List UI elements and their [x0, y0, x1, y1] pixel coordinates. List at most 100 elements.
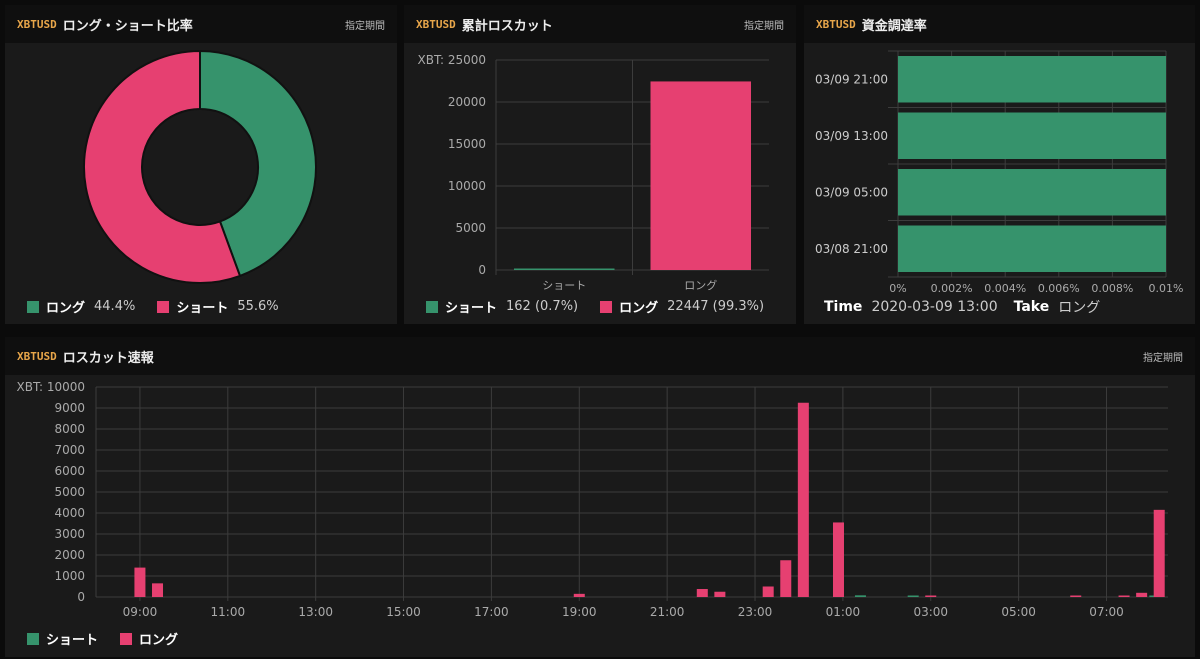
y-tick-label: 4000 [54, 506, 85, 520]
y-tick-label: 6000 [54, 464, 85, 478]
legend-value-short: 162 (0.7%) [506, 299, 579, 314]
y-tick-label: 20000 [448, 95, 486, 109]
short-liquidation-bar [907, 595, 919, 597]
legend-value-long: 22447 (99.3%) [667, 299, 765, 314]
take-value: ロング [1058, 300, 1101, 316]
liquidation-timeline-chart: 0 1000 2000 3000 4000 5000 6000 7000 8000 9000 XBT… [17, 380, 1168, 619]
funding-bar [898, 56, 1166, 103]
y-tick-label: 2000 [54, 548, 85, 562]
long-liquidation-bar [832, 522, 844, 597]
x-tick-label: 15:00 [386, 605, 421, 619]
ratio-legend: ロング 44.4% ショート 55.6% [27, 297, 301, 316]
long-liquidation-bar [134, 567, 146, 597]
news-legend: ショート ロング [27, 629, 187, 648]
y-tick-label: 1000 [54, 569, 85, 583]
funding-info: Time 2020-03-09 13:00 Take ロング [824, 297, 1116, 317]
period-button[interactable]: 指定期間 [1143, 352, 1183, 364]
y-tick-label: 10000 [448, 179, 486, 193]
panel-header: XBTUSD ロスカット速報 指定期間 [5, 337, 1195, 375]
x-tick-label: 13:00 [298, 605, 333, 619]
legend-label-short[interactable]: ショート [445, 301, 498, 316]
symbol-label: XBTUSD [17, 17, 57, 31]
symbol-label: XBTUSD [416, 17, 456, 31]
long-liquidation-bar [1136, 592, 1148, 597]
legend-swatch-long [27, 300, 39, 313]
long-liquidation-bar [714, 591, 726, 597]
x-tick-label: 21:00 [650, 605, 685, 619]
time-value: 2020-03-09 13:00 [871, 299, 998, 315]
panel-title: ロスカット速報 [62, 350, 154, 366]
x-tick-label: 19:00 [562, 605, 597, 619]
long-liquidation-bar [1070, 595, 1082, 597]
take-label: Take [1013, 299, 1050, 315]
y-tick-label: 03/09 13:00 [815, 129, 888, 143]
y-tick-label: 3000 [54, 527, 85, 541]
period-button[interactable]: 指定期間 [744, 20, 784, 32]
long-liquidation-bar [696, 589, 708, 597]
legend-label-short[interactable]: ショート [46, 633, 99, 648]
ratio-panel: XBTUSD ロング・ショート比率 指定期間 ロング 44.4% ショート 55… [5, 5, 397, 324]
panel-title: 資金調達率 [861, 18, 927, 34]
symbol-label: XBTUSD [816, 17, 856, 31]
y-tick-label: 9000 [54, 401, 85, 415]
x-tick-label: 03:00 [913, 605, 948, 619]
funding-bar [898, 225, 1166, 272]
x-tick-label: 0.008% [1091, 282, 1133, 293]
funding-bar [898, 112, 1166, 159]
y-tick-label: XBT: 10000 [17, 380, 86, 394]
ratio-donut-chart [83, 49, 317, 284]
cumulative-legend: ショート 162 (0.7%) ロング 22447 (99.3%) [426, 297, 786, 316]
cumulative-bar-chart: 0 5000 10000 15000 20000 XBT: 25000 ショート ロング [418, 53, 769, 292]
x-tick-label: 05:00 [1001, 605, 1036, 619]
legend-label-long[interactable]: ロング [46, 301, 86, 316]
x-tick-label: ショート [542, 279, 586, 292]
long-liquidation-bar [1153, 509, 1165, 597]
y-tick-label: 0 [478, 263, 486, 277]
long-liquidation-bar [152, 583, 164, 597]
x-tick-label: ロング [684, 278, 717, 292]
y-tick-label: 7000 [54, 443, 85, 457]
bar-short [514, 268, 615, 270]
legend-swatch-long [120, 632, 133, 645]
y-tick-label: 5000 [455, 221, 486, 235]
x-tick-label: 0.004% [984, 282, 1026, 293]
x-tick-label: 09:00 [123, 605, 158, 619]
x-tick-label: 0.01% [1149, 282, 1184, 293]
legend-label-long[interactable]: ロング [139, 633, 179, 648]
x-tick-label: 11:00 [211, 605, 246, 619]
y-tick-label: 15000 [448, 137, 486, 151]
x-tick-label: 07:00 [1089, 605, 1124, 619]
panel-title: 累計ロスカット [461, 18, 553, 34]
legend-swatch-short [426, 300, 438, 313]
legend-label-short[interactable]: ショート [176, 301, 229, 316]
long-liquidation-bar [1118, 595, 1130, 597]
y-tick-label: 03/09 05:00 [815, 185, 888, 199]
y-tick-label: 5000 [54, 485, 85, 499]
x-tick-label: 23:00 [738, 605, 773, 619]
donut-slice-long [199, 49, 317, 278]
legend-swatch-short [27, 632, 39, 645]
panel-header: XBTUSD 累計ロスカット 指定期間 [404, 5, 796, 43]
x-tick-label: 17:00 [474, 605, 509, 619]
y-tick-label: XBT: 25000 [418, 53, 487, 67]
y-tick-label: 8000 [54, 422, 85, 436]
short-liquidation-bar [854, 595, 866, 597]
funding-panel: XBTUSD 資金調達率 0% 0.002% 0.004% 0.006% 0.008% 0… [804, 5, 1195, 324]
panel-header: XBTUSD 資金調達率 [804, 5, 1195, 43]
time-label: Time [824, 299, 863, 315]
symbol-label: XBTUSD [17, 349, 57, 363]
long-liquidation-bar [797, 402, 809, 597]
panel-title: ロング・ショート比率 [62, 18, 193, 34]
legend-value-long: 44.4% [94, 299, 136, 314]
long-liquidation-bar [573, 593, 585, 597]
legend-swatch-short [157, 300, 170, 313]
legend-value-short: 55.6% [237, 299, 279, 314]
bar-long [650, 81, 751, 270]
legend-label-long[interactable]: ロング [619, 301, 659, 316]
funding-rate-chart: 0% 0.002% 0.004% 0.006% 0.008% 0.01% 03/09 21:… [815, 50, 1184, 293]
period-button[interactable]: 指定期間 [345, 20, 385, 32]
panel-header: XBTUSD ロング・ショート比率 指定期間 [5, 5, 397, 43]
x-tick-label: 0.006% [1038, 282, 1080, 293]
x-tick-label: 01:00 [826, 605, 861, 619]
legend-swatch-long [600, 300, 613, 313]
